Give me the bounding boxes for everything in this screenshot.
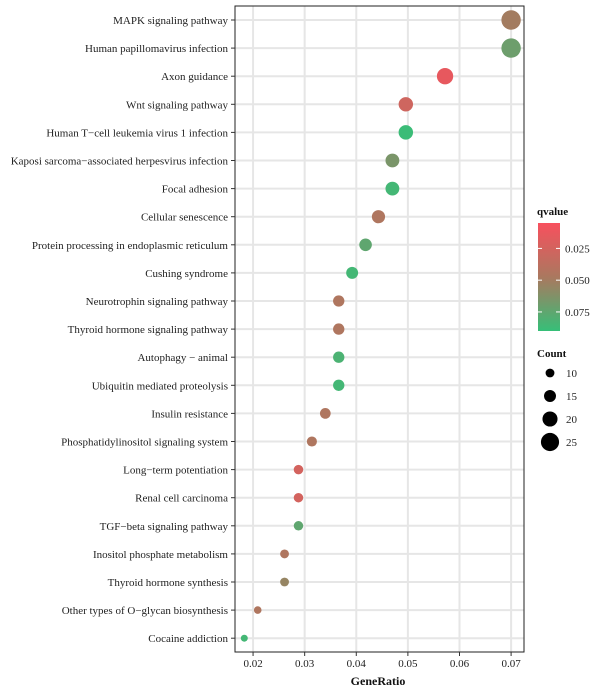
data-point — [280, 549, 289, 559]
y-category-label: Autophagy − animal — [137, 352, 228, 364]
plot-panel — [234, 5, 525, 653]
y-category-label: Kaposi sarcoma−associated herpesvirus in… — [11, 156, 229, 168]
y-category-label: Protein processing in endoplasmic reticu… — [32, 240, 229, 252]
count-legend: Count 10 15 20 25 — [537, 348, 578, 452]
y-category-label: Other types of O−glycan biosynthesis — [62, 605, 228, 617]
qvalue-legend-title: qvalue — [537, 206, 568, 218]
data-point — [346, 266, 359, 279]
x-tick-label: 0.03 — [295, 658, 315, 670]
size-legend-dot — [545, 368, 555, 378]
size-legend-label: 20 — [566, 414, 578, 426]
x-tick-label: 0.06 — [450, 658, 470, 670]
qvalue-colorbar — [538, 223, 560, 331]
x-axis: 0.02 0.03 0.04 0.05 0.06 0.07 — [243, 652, 521, 670]
data-point — [293, 464, 304, 475]
data-point — [333, 323, 345, 335]
data-point — [398, 125, 414, 140]
y-category-label: MAPK signaling pathway — [113, 15, 228, 27]
x-tick-label: 0.07 — [501, 658, 521, 670]
y-category-label: Thyroid hormone synthesis — [108, 577, 228, 589]
y-category-label: Insulin resistance — [151, 408, 228, 420]
data-point — [501, 10, 521, 30]
y-category-label: Focal adhesion — [162, 184, 229, 196]
data-point — [385, 181, 400, 196]
y-category-label: Human T−cell leukemia virus 1 infection — [46, 127, 228, 139]
y-category-label: Neurotrophin signaling pathway — [86, 296, 229, 308]
y-category-label: Wnt signaling pathway — [126, 99, 229, 111]
data-point — [385, 153, 400, 168]
data-point — [293, 521, 304, 531]
data-point — [306, 436, 317, 447]
x-axis-title: GeneRatio — [351, 674, 406, 688]
y-category-label: Ubiquitin mediated proteolysis — [92, 380, 228, 392]
data-point — [240, 634, 248, 642]
size-legend-dot — [544, 390, 556, 402]
y-category-label: Inositol phosphate metabolism — [93, 549, 228, 561]
data-point — [501, 38, 521, 58]
data-point — [333, 379, 345, 391]
data-point — [398, 97, 414, 112]
y-category-label: TGF−beta signaling pathway — [100, 521, 229, 533]
size-legend-dot — [540, 432, 560, 452]
y-category-label: Cushing syndrome — [145, 268, 228, 280]
y-category-label: Long−term potentiation — [123, 465, 228, 477]
x-tick-label: 0.05 — [398, 658, 418, 670]
count-legend-title: Count — [537, 348, 567, 360]
data-point — [293, 492, 304, 503]
y-category-label: Thyroid hormone signaling pathway — [68, 324, 229, 336]
x-tick-label: 0.04 — [347, 658, 367, 670]
y-category-label: Cocaine addiction — [148, 633, 228, 645]
colorbar-tick-label: 0.050 — [565, 275, 590, 287]
data-point — [359, 238, 372, 252]
y-axis: MAPK signaling pathway Human papillomavir… — [11, 15, 235, 645]
data-point — [436, 68, 454, 85]
y-category-label: Axon guidance — [161, 71, 228, 83]
data-point — [333, 351, 345, 363]
size-legend-dot — [542, 411, 558, 427]
y-category-label: Renal cell carcinoma — [135, 493, 228, 505]
size-legend-label: 15 — [566, 391, 578, 403]
data-point — [280, 577, 289, 587]
data-point — [333, 295, 345, 307]
size-legend-label: 25 — [566, 437, 578, 449]
colorbar-tick-label: 0.025 — [565, 243, 590, 255]
x-tick-label: 0.02 — [243, 658, 262, 670]
y-category-label: Cellular senescence — [141, 212, 228, 224]
data-point — [371, 210, 386, 224]
data-point — [319, 408, 331, 419]
colorbar-tick-label: 0.075 — [565, 307, 590, 319]
y-category-label: Phosphatidylinositol signaling system — [61, 437, 228, 449]
y-category-label: Human papillomavirus infection — [85, 43, 228, 55]
data-point — [253, 606, 262, 614]
size-legend-label: 10 — [566, 368, 578, 380]
qvalue-legend: qvalue 0.025 0.050 0.075 — [537, 206, 590, 331]
